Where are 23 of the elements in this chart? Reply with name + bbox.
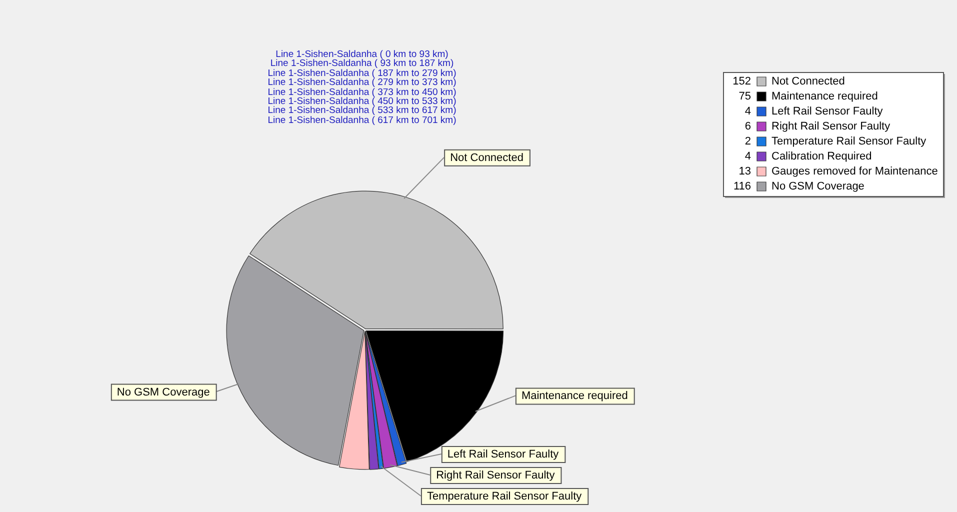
legend-label: Temperature Rail Sensor Faulty xyxy=(772,136,927,148)
slice-label: Not Connected xyxy=(450,152,524,164)
legend-label: Maintenance required xyxy=(772,90,878,103)
legend-label: Right Rail Sensor Faulty xyxy=(772,120,891,133)
legend-label: Left Rail Sensor Faulty xyxy=(772,106,884,118)
data-label: 4 xyxy=(744,106,751,118)
data-label: 75 xyxy=(738,90,751,103)
legend-label: No GSM Coverage xyxy=(772,180,864,193)
data-label: 116 xyxy=(733,180,751,193)
data-label: 4 xyxy=(744,150,751,163)
slice-label: Temperature Rail Sensor Faulty xyxy=(426,490,582,503)
slice-label: No GSM Coverage xyxy=(116,386,210,398)
legend-label: Gauges removed for Maintenance xyxy=(772,166,938,178)
data-label: 2 xyxy=(744,136,751,148)
slice-label: Maintenance required xyxy=(521,390,628,402)
slice-label: Right Rail Sensor Faulty xyxy=(436,470,556,482)
data-label: 6 xyxy=(744,120,751,133)
slice-label: Left Rail Sensor Faulty xyxy=(447,448,560,461)
data-label: 13 xyxy=(738,166,751,178)
text: Line 1-Sishen-Saldanha ( 0 km to 93 km) Line 1-Sishen-Saldanha ( 93 km to 187 km) Line 1-Sishen-Saldanha ( 187 km to 279 km) Line 1-Sishen-Saldanha ( 279 km to 373 km) Line 1-Sishen-Saldanha ( 373 km to 450 km) Line 1-Sishen-Saldanha ( 450 km to 533 km) Line 1-Sishen-Saldanha ( 533 km to 617 km) Line 1-Sishen-Saldanha ( 617 km to 701 km) xyxy=(266,49,458,126)
data-label: 152 xyxy=(732,76,751,88)
legend-label: Calibration Required xyxy=(772,150,872,163)
legend-label: Not Connected xyxy=(772,76,845,88)
